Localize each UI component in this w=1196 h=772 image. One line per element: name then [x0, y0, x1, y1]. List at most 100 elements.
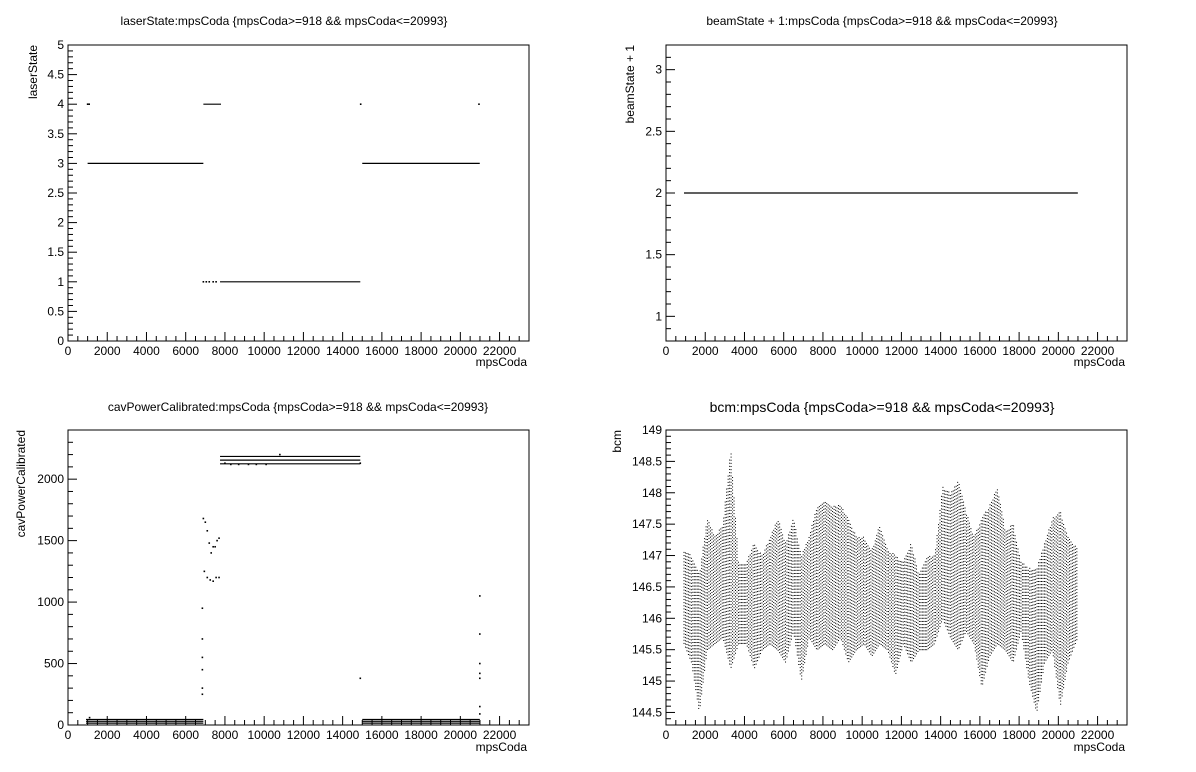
data-point — [724, 523, 726, 525]
data-point — [755, 563, 757, 565]
data-point — [786, 625, 788, 627]
data-point — [745, 570, 747, 572]
data-point — [727, 645, 729, 647]
data-point — [686, 600, 688, 602]
data-point — [780, 575, 782, 577]
data-point — [805, 591, 807, 593]
data-point — [765, 582, 767, 584]
data-point — [839, 515, 841, 517]
data-point — [827, 585, 829, 587]
data-point — [704, 547, 706, 549]
data-point — [779, 601, 781, 603]
data-point — [792, 541, 794, 543]
data-point — [821, 638, 823, 640]
data-point — [698, 635, 700, 637]
data-point — [714, 595, 716, 597]
data-point — [718, 633, 720, 635]
data-point — [717, 549, 719, 551]
data-point — [848, 617, 850, 619]
data-point — [827, 520, 829, 522]
data-point — [761, 602, 763, 604]
data-point — [817, 563, 819, 565]
data-point — [765, 586, 767, 588]
data-point — [729, 581, 731, 583]
data-point — [782, 537, 784, 539]
data-point — [774, 537, 776, 539]
data-point — [787, 543, 789, 545]
data-point — [702, 562, 704, 564]
data-point — [715, 569, 717, 571]
data-point — [824, 567, 826, 569]
data-point — [689, 569, 691, 571]
data-point — [723, 602, 725, 604]
data-point — [818, 644, 820, 646]
data-point — [799, 576, 801, 578]
data-point — [732, 571, 734, 573]
data-point — [839, 508, 841, 510]
data-point — [733, 538, 735, 540]
data-point — [805, 609, 807, 611]
data-point — [693, 663, 695, 665]
data-point — [740, 598, 742, 600]
data-point — [707, 630, 709, 632]
data-point — [752, 633, 754, 635]
x-tick-label: 12000 — [287, 728, 321, 742]
data-point — [829, 555, 831, 557]
data-point — [732, 574, 734, 576]
data-point — [751, 565, 753, 567]
data-point — [830, 506, 832, 508]
data-point — [745, 627, 747, 629]
data-point — [730, 613, 732, 615]
data-point — [787, 546, 789, 548]
data-point — [827, 636, 829, 638]
data-point — [832, 620, 834, 622]
data-point — [821, 566, 823, 568]
data-point — [684, 580, 686, 582]
data-point — [837, 639, 839, 641]
data-point — [792, 607, 794, 609]
data-point — [846, 655, 848, 657]
data-point — [692, 610, 694, 612]
data-point — [212, 580, 214, 582]
data-point — [724, 601, 726, 603]
data-point — [758, 568, 760, 570]
data-point — [726, 570, 728, 572]
data-point — [758, 618, 760, 620]
data-point — [743, 624, 745, 626]
data-point — [821, 632, 823, 634]
data-point — [721, 596, 723, 598]
data-point — [761, 630, 763, 632]
data-point — [761, 574, 763, 576]
data-point — [730, 478, 732, 480]
data-point — [807, 567, 809, 569]
data-point — [782, 550, 784, 552]
data-point — [836, 639, 838, 641]
data-point — [733, 626, 735, 628]
data-point — [845, 612, 847, 614]
data-point — [785, 652, 787, 654]
data-point — [733, 657, 735, 659]
data-point — [758, 631, 760, 633]
data-point — [848, 560, 850, 562]
data-point — [811, 537, 813, 539]
data-point — [837, 533, 839, 535]
data-point — [733, 651, 735, 653]
data-point — [801, 581, 803, 583]
data-point — [707, 626, 709, 628]
data-point — [812, 643, 814, 645]
data-point — [717, 568, 719, 570]
data-point — [780, 641, 782, 643]
data-point — [833, 571, 835, 573]
data-point — [837, 555, 839, 557]
data-point — [729, 468, 731, 470]
data-point — [708, 635, 710, 637]
data-point — [729, 569, 731, 571]
data-point — [770, 596, 772, 598]
data-point — [787, 562, 789, 564]
data-point — [837, 611, 839, 613]
data-point — [696, 657, 698, 659]
data-point — [832, 532, 834, 534]
data-point — [707, 611, 709, 613]
data-point — [717, 612, 719, 614]
data-point — [792, 614, 794, 616]
